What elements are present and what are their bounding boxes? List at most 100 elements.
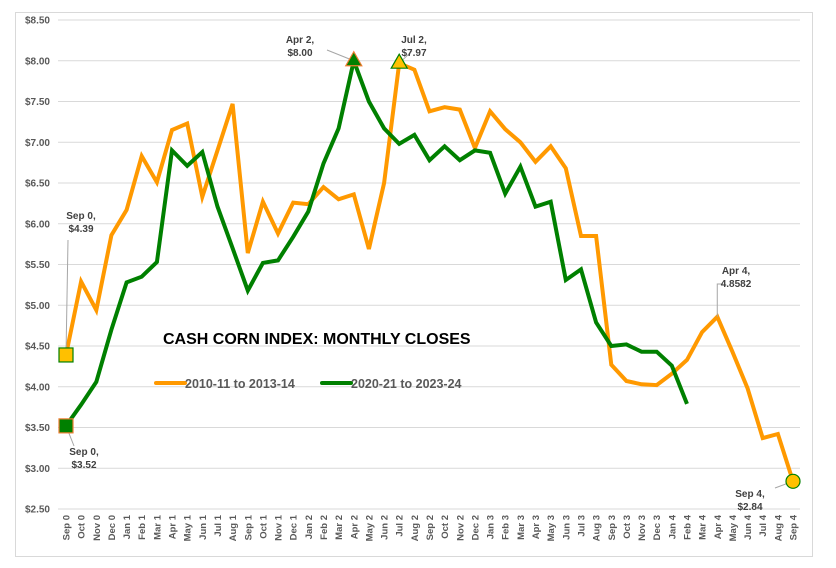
y-axis: $8.50 $8.00 $7.50 $7.00 $6.50 $6.00 $5.50 $5.00… <box>25 16 50 516</box>
x-tick-label: Jun 1 <box>198 514 209 540</box>
annotation-label-line2: $4.39 <box>68 224 93 235</box>
chart-frame <box>15 12 813 557</box>
x-tick-label: Feb 1 <box>137 514 148 540</box>
legend: 2010-11 to 2013-14 2020-21 to 2023-24 <box>154 377 462 391</box>
x-tick-label: Jan 2 <box>304 515 315 539</box>
marker-square <box>58 347 74 363</box>
y-tick-label: $8.50 <box>25 16 50 27</box>
annotation: Sep 4, $2.84 <box>735 473 801 513</box>
x-tick-label: Feb 3 <box>501 515 512 540</box>
x-tick-label: Sep 3 <box>607 515 618 540</box>
x-tick-label: Nov 0 <box>92 515 103 541</box>
annotation: Sep 0, $3.52 <box>58 418 99 471</box>
series-line-2 <box>64 53 689 428</box>
x-tick-label: Jan 3 <box>486 515 497 539</box>
x-tick-label: Mar 4 <box>698 514 709 540</box>
annotation-label-line2: $8.00 <box>287 48 312 59</box>
y-tick-label: $7.00 <box>25 138 50 149</box>
x-tick-label: Mar 1 <box>152 514 163 540</box>
x-tick-label: Jun 3 <box>561 515 572 540</box>
y-tick-label: $6.50 <box>25 179 50 190</box>
x-tick-label: Nov 3 <box>637 515 648 541</box>
x-tick-label: Oct 1 <box>258 514 269 538</box>
x-tick-label: Jun 2 <box>380 515 391 540</box>
x-axis: Sep 0 Oct 0 Nov 0 Dec 0 Jan 1 Feb 1 Mar 1 Apr 1… <box>62 514 800 541</box>
x-tick-label: Jul 4 <box>758 514 769 536</box>
annotations: Sep 0, $4.39 Sep 0, $3.52 Apr 2, $8.00 Jul 2, $… <box>58 35 801 513</box>
y-tick-label: $3.00 <box>25 464 50 475</box>
y-tick-label: $5.00 <box>25 301 50 312</box>
leader-line <box>716 283 724 317</box>
legend-label-series-2: 2020-21 to 2023-24 <box>351 377 462 391</box>
x-tick-label: Apr 2 <box>349 515 360 539</box>
annotation: Apr 2, $8.00 <box>286 35 363 67</box>
x-tick-label: Oct 0 <box>77 515 88 539</box>
x-tick-label: Mar 2 <box>334 515 345 540</box>
annotation-label-line2: $2.84 <box>737 502 762 513</box>
annotation-label-line1: Sep 4, <box>735 489 765 500</box>
x-tick-label: Apr 3 <box>531 515 542 539</box>
leader-line <box>65 239 69 355</box>
y-tick-label: $7.50 <box>25 97 50 108</box>
y-tick-label: $5.50 <box>25 260 50 271</box>
annotation: Jul 2, $7.97 <box>390 35 427 69</box>
x-tick-label: Oct 2 <box>440 515 451 539</box>
chart-title: CASH CORN INDEX: MONTHLY CLOSES <box>163 331 471 348</box>
x-tick-label: Nov 1 <box>274 514 285 541</box>
series-lines <box>64 53 795 482</box>
y-tick-label: $3.50 <box>25 423 50 434</box>
annotation-label-line1: Jul 2, <box>401 35 427 46</box>
annotation: Apr 4, 4.8582 <box>716 266 752 317</box>
x-tick-label: Sep 0 <box>62 515 73 540</box>
x-tick-label: Feb 4 <box>682 514 693 540</box>
gridlines <box>58 19 800 510</box>
y-tick-label: $6.00 <box>25 219 50 230</box>
x-tick-label: Oct 3 <box>622 515 633 539</box>
annotation-label-line2: $7.97 <box>401 48 426 59</box>
x-tick-label: May 4 <box>728 514 739 541</box>
x-tick-label: Nov 2 <box>455 515 466 541</box>
legend-label-series-1: 2010-11 to 2013-14 <box>185 377 295 391</box>
series-line-1 <box>64 60 795 482</box>
x-tick-label: May 1 <box>183 514 194 541</box>
annotation-label-line2: $3.52 <box>71 460 96 471</box>
x-tick-label: Jul 2 <box>395 515 406 537</box>
y-tick-label: $8.00 <box>25 56 50 67</box>
x-tick-label: Dec 2 <box>470 515 481 540</box>
x-tick-label: Dec 0 <box>107 515 118 540</box>
x-tick-label: Dec 3 <box>652 515 663 540</box>
annotation-label-line1: Apr 2, <box>286 35 315 46</box>
y-tick-label: $4.50 <box>25 342 50 353</box>
x-tick-label: Sep 4 <box>789 514 800 540</box>
x-tick-label: Aug 1 <box>228 514 239 541</box>
x-tick-label: Jan 4 <box>667 514 678 539</box>
marker-circle <box>785 473 801 489</box>
marker-triangle <box>344 50 363 67</box>
annotation-label-line2: 4.8582 <box>721 279 752 290</box>
x-tick-label: Feb 2 <box>319 515 330 540</box>
marker-square <box>58 418 74 434</box>
y-tick-label: $2.50 <box>25 505 50 516</box>
x-tick-label: Aug 2 <box>410 515 421 541</box>
x-tick-label: Jun 4 <box>743 514 754 540</box>
x-tick-label: Sep 1 <box>243 514 254 540</box>
x-tick-label: Jul 1 <box>213 514 224 536</box>
x-tick-label: Apr 1 <box>168 514 179 539</box>
x-tick-label: Apr 4 <box>713 514 724 539</box>
x-tick-label: Aug 3 <box>592 515 603 541</box>
x-tick-label: Dec 1 <box>289 514 300 540</box>
annotation: Sep 0, $4.39 <box>58 211 96 363</box>
annotation-label-line1: Apr 4, <box>722 266 751 277</box>
x-tick-label: Mar 3 <box>516 515 527 540</box>
annotation-label-line1: Sep 0, <box>66 211 96 222</box>
x-tick-label: Sep 2 <box>425 515 436 540</box>
y-tick-label: $4.00 <box>25 382 50 393</box>
x-tick-label: Jul 3 <box>576 515 587 537</box>
annotation-label-line1: Sep 0, <box>69 447 99 458</box>
x-tick-label: Aug 4 <box>773 514 784 541</box>
marker-triangle <box>390 52 409 69</box>
x-tick-label: May 2 <box>364 515 375 541</box>
x-tick-label: Jan 1 <box>122 514 133 539</box>
x-tick-label: May 3 <box>546 515 557 541</box>
